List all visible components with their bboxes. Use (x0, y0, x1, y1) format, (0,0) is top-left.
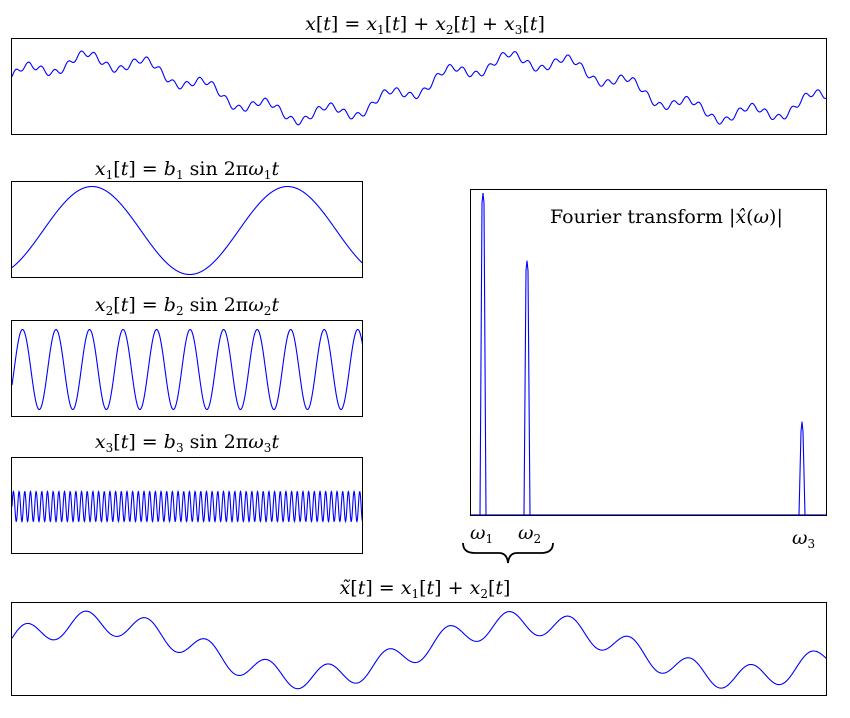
fourier-peak-1 (479, 192, 487, 515)
lowpass-wave (12, 610, 826, 690)
plot-x3 (11, 457, 363, 554)
x3-wave (12, 489, 362, 524)
plot-lowpass (11, 602, 827, 696)
omega1-label: ω1 (470, 522, 494, 546)
fourier-peak-2 (523, 260, 531, 515)
plot-x1 (11, 181, 363, 278)
omega3-label: ω3 (792, 527, 816, 551)
sum-wave (12, 50, 826, 126)
title-lowpass: x̃[t] = x1[t] + x2[t] (339, 577, 511, 601)
title-x2: x2[t] = b2 sin 2πω2t (94, 294, 280, 318)
fourier-label: Fourier transform |x̂(ω)| (550, 206, 783, 228)
plot-sum (11, 38, 827, 135)
title-x1: x1[t] = b1 sin 2πω1t (94, 158, 280, 182)
title-sum: x[t] = x1[t] + x2[t] + x3[t] (305, 13, 545, 37)
omega2-label: ω2 (518, 522, 542, 546)
x1-wave (12, 185, 362, 276)
x2-wave (12, 328, 362, 411)
fourier-peak-3 (798, 421, 806, 515)
plot-x2 (11, 320, 363, 417)
title-x3: x3[t] = b3 sin 2πω3t (94, 431, 280, 455)
plot-fourier: Fourier transform |x̂(ω)| (470, 189, 827, 516)
brace-icon (462, 542, 554, 564)
